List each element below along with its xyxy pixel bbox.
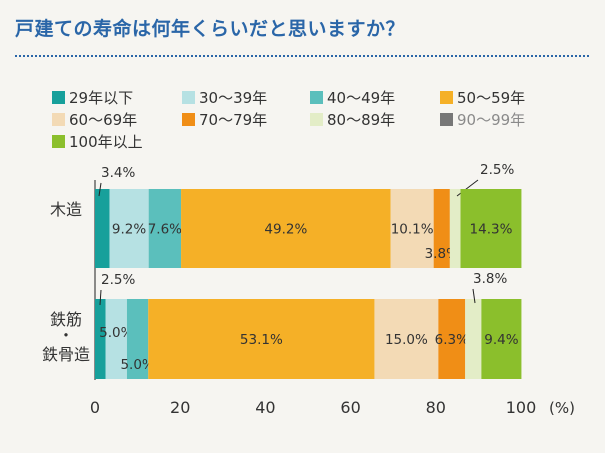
legend-swatch bbox=[52, 91, 65, 104]
bar-segment bbox=[181, 189, 391, 268]
bar-segment bbox=[109, 189, 149, 268]
callout-line bbox=[472, 288, 476, 304]
legend-label: 40〜49年 bbox=[327, 89, 395, 107]
legend-label: 60〜69年 bbox=[69, 111, 137, 129]
legend-label: 30〜39年 bbox=[199, 89, 267, 107]
data-label: 6.3% bbox=[435, 332, 469, 348]
x-tick-label: 40 bbox=[255, 398, 275, 417]
data-label: 2.5% bbox=[101, 272, 135, 288]
data-label: 5.0% bbox=[99, 325, 133, 341]
x-tick-label: 20 bbox=[170, 398, 190, 417]
bar-segment bbox=[465, 299, 482, 379]
bar-segment bbox=[105, 299, 127, 379]
legend-label: 29年以下 bbox=[69, 89, 133, 107]
category-label: 木造 bbox=[50, 200, 82, 219]
legend-swatch bbox=[182, 91, 195, 104]
data-label: 10.1% bbox=[391, 222, 434, 238]
callout-line bbox=[456, 179, 479, 197]
legend-swatch bbox=[310, 91, 323, 104]
data-label: 2.5% bbox=[480, 162, 514, 178]
legend-swatch bbox=[182, 113, 195, 126]
legend-label: 90〜99年 bbox=[457, 111, 525, 129]
data-label: 7.6% bbox=[148, 222, 182, 238]
data-label: 9.2% bbox=[112, 222, 146, 238]
category-label: 鉄筋 bbox=[50, 310, 82, 329]
bar-segment bbox=[126, 299, 149, 379]
data-label: 3.8% bbox=[473, 271, 507, 287]
bar-segment bbox=[481, 299, 522, 379]
data-label: 49.2% bbox=[264, 222, 307, 238]
data-label: 15.0% bbox=[385, 332, 428, 348]
category-label: 鉄骨造 bbox=[42, 345, 90, 364]
x-tick-label: 0 bbox=[90, 398, 100, 417]
data-label: 3.4% bbox=[101, 165, 135, 181]
bar-segment bbox=[390, 189, 434, 268]
legend-label: 80〜89年 bbox=[327, 111, 395, 129]
bar-segment bbox=[460, 189, 522, 268]
bar-segment bbox=[95, 299, 106, 379]
x-tick-label: 80 bbox=[426, 398, 446, 417]
bar-segment bbox=[433, 189, 450, 268]
data-label: 9.4% bbox=[484, 332, 518, 348]
legend-swatch bbox=[440, 91, 453, 104]
legend-swatch bbox=[52, 135, 65, 148]
bar-segment bbox=[148, 189, 182, 268]
x-tick-label: 60 bbox=[340, 398, 360, 417]
bar-segment bbox=[449, 189, 461, 268]
title-divider bbox=[15, 55, 589, 57]
data-label: 5.0% bbox=[120, 357, 154, 373]
callout-line bbox=[98, 182, 102, 197]
legend-swatch bbox=[310, 113, 323, 126]
chart-title: 戸建ての寿命は何年くらいだと思いますか？ bbox=[15, 18, 406, 40]
bar-segment bbox=[148, 299, 375, 379]
data-label: 14.3% bbox=[470, 222, 513, 238]
bar-segment bbox=[438, 299, 466, 379]
legend-swatch bbox=[440, 113, 453, 126]
x-axis-unit: (%) bbox=[549, 399, 575, 417]
legend-swatch bbox=[52, 113, 65, 126]
category-label: ・ bbox=[58, 326, 74, 345]
bar-segment bbox=[374, 299, 439, 379]
callout-line bbox=[99, 289, 102, 306]
x-tick-label: 100 bbox=[506, 398, 537, 417]
bar-segment bbox=[95, 189, 110, 268]
legend-label: 100年以上 bbox=[69, 133, 143, 151]
data-label: 53.1% bbox=[240, 332, 283, 348]
legend-label: 70〜79年 bbox=[199, 111, 267, 129]
legend-label: 50〜59年 bbox=[457, 89, 525, 107]
